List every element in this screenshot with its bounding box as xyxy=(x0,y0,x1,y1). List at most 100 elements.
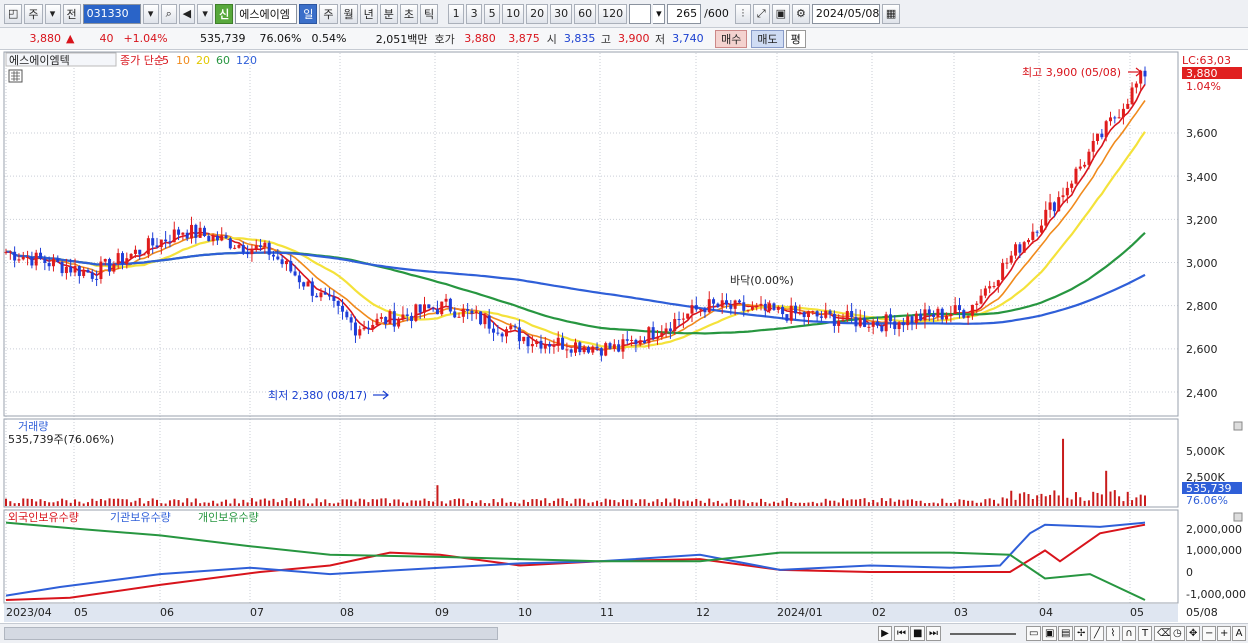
volume-bar xyxy=(643,499,646,506)
volume-bar xyxy=(246,502,249,506)
speaker-dropdown-icon[interactable]: ▾ xyxy=(197,3,214,24)
count-max-label: /600 xyxy=(704,7,729,20)
zoom-out-icon[interactable]: − xyxy=(1202,626,1217,641)
save-icon[interactable]: ▣ xyxy=(771,3,791,24)
candle-body xyxy=(8,251,12,253)
zoom-slider[interactable] xyxy=(950,633,1016,635)
interval-60[interactable]: 60 xyxy=(574,3,597,24)
period-unit-select[interactable]: 주 xyxy=(24,3,43,24)
speaker-icon[interactable]: ◀ xyxy=(178,3,196,24)
tab-week[interactable]: 주 xyxy=(319,3,338,24)
volume-bar xyxy=(941,498,944,506)
sell-button[interactable]: 매도 xyxy=(751,29,784,48)
tab-year[interactable]: 년 xyxy=(359,3,378,24)
measure-icon[interactable]: ⌇ xyxy=(1106,626,1120,641)
move-icon[interactable]: ✥ xyxy=(1186,626,1201,641)
scroll-track[interactable] xyxy=(4,627,498,640)
volume-bar xyxy=(578,498,581,506)
candle-body xyxy=(133,249,137,254)
candle-body xyxy=(733,300,737,309)
candle-body xyxy=(4,251,8,253)
x-label-04: 04 xyxy=(1039,606,1053,619)
candle-body xyxy=(353,322,357,336)
volume-bar xyxy=(242,499,245,506)
candle-type-icon[interactable]: ⫶ xyxy=(734,3,751,24)
interval-30[interactable]: 30 xyxy=(550,3,573,24)
volume-bar xyxy=(65,500,68,506)
trade-value: 2,051백만 xyxy=(375,32,428,46)
font-size-icon[interactable]: A xyxy=(1232,626,1246,641)
volume-bar xyxy=(958,499,961,506)
candle-body xyxy=(474,311,478,314)
interval-10[interactable]: 10 xyxy=(502,3,525,24)
zoom-in-icon[interactable]: + xyxy=(1217,626,1232,641)
candle-body xyxy=(263,242,267,248)
scroll-right-icon[interactable]: ▶ xyxy=(878,626,892,641)
prev-button[interactable]: 전 xyxy=(62,3,81,24)
candle-body xyxy=(772,303,776,310)
code-dropdown-icon[interactable]: ▾ xyxy=(142,3,159,24)
volume-bar xyxy=(384,498,387,506)
tab-day[interactable]: 일 xyxy=(299,3,318,24)
holding-pane-close-icon[interactable] xyxy=(1233,512,1243,522)
tab-minute[interactable]: 분 xyxy=(379,3,398,24)
interval-3[interactable]: 3 xyxy=(466,3,483,24)
scroll-end-icon[interactable]: ⏭ xyxy=(926,626,941,641)
gear-icon[interactable]: ⚙ xyxy=(792,3,810,24)
scroll-start-icon[interactable]: ⏮ xyxy=(894,626,909,641)
candle-body xyxy=(116,253,120,264)
candle-body xyxy=(617,344,621,352)
balance-button[interactable]: 평 xyxy=(785,29,806,48)
volume-bar xyxy=(634,502,637,506)
tab-month[interactable]: 월 xyxy=(339,3,358,24)
interval-5[interactable]: 5 xyxy=(484,3,501,24)
layout-icon[interactable]: ▭ xyxy=(1026,626,1042,641)
volume-bar xyxy=(164,503,167,506)
interval-dropdown-icon[interactable]: ▾ xyxy=(653,3,666,24)
volume-bar xyxy=(483,503,486,506)
magnet-icon[interactable]: ∩ xyxy=(1122,626,1136,641)
draw-tool-icon[interactable]: ⤢ xyxy=(752,3,770,24)
date-input[interactable]: 2024/05/08 xyxy=(811,3,880,24)
clock-icon[interactable]: ◷ xyxy=(1170,626,1185,641)
count-input[interactable]: 265 xyxy=(667,3,702,24)
interval-120[interactable]: 120 xyxy=(598,3,628,24)
tab-second[interactable]: 초 xyxy=(399,3,418,24)
candle-body xyxy=(565,349,569,351)
crosshair-icon[interactable]: ✢ xyxy=(1074,626,1089,641)
compare-icon[interactable]: ▣ xyxy=(1042,626,1058,641)
split-icon[interactable]: ▤ xyxy=(1058,626,1074,641)
candle-body xyxy=(707,299,711,313)
volume-bar xyxy=(1139,494,1142,506)
volume-bar xyxy=(967,500,970,506)
candle-body xyxy=(289,260,293,272)
volume-bar xyxy=(22,498,25,506)
search-icon[interactable]: ⌕ xyxy=(160,3,177,24)
candle-body xyxy=(785,314,789,321)
volume-bar xyxy=(747,503,750,506)
tab-tick[interactable]: 틱 xyxy=(420,3,439,24)
candle-body xyxy=(341,305,345,312)
candle-body xyxy=(880,325,884,332)
interval-20[interactable]: 20 xyxy=(526,3,549,24)
text-icon[interactable]: T xyxy=(1138,626,1152,641)
stock-chart[interactable]: 에스에이엠텍 종가 단순 5 10 20 60 120 최고 3,900 (05… xyxy=(0,50,1248,623)
stop-icon[interactable]: ■ xyxy=(910,626,926,641)
dropdown-arrow-icon[interactable]: ▾ xyxy=(44,3,61,24)
volume-bar xyxy=(816,503,819,506)
interval-custom-input[interactable] xyxy=(629,3,652,24)
window-menu-icon[interactable]: ◰ xyxy=(4,3,23,24)
volume-y-tick-5000k: 5,000K xyxy=(1186,445,1225,458)
volume-bar xyxy=(915,500,918,506)
line-icon[interactable]: ╱ xyxy=(1090,626,1104,641)
individual-holding-line xyxy=(5,521,1146,601)
interval-1[interactable]: 1 xyxy=(448,3,465,24)
calendar-icon[interactable]: ▦ xyxy=(881,3,901,24)
volume-bar xyxy=(785,498,788,506)
buy-button[interactable]: 매수 xyxy=(715,29,748,48)
ask-price: 3,880 xyxy=(464,32,496,45)
volume-pane-close-icon[interactable] xyxy=(1233,421,1243,431)
stock-code-input[interactable]: 031330 xyxy=(82,3,141,24)
x-label-06: 06 xyxy=(160,606,174,619)
candle-body xyxy=(763,303,767,311)
